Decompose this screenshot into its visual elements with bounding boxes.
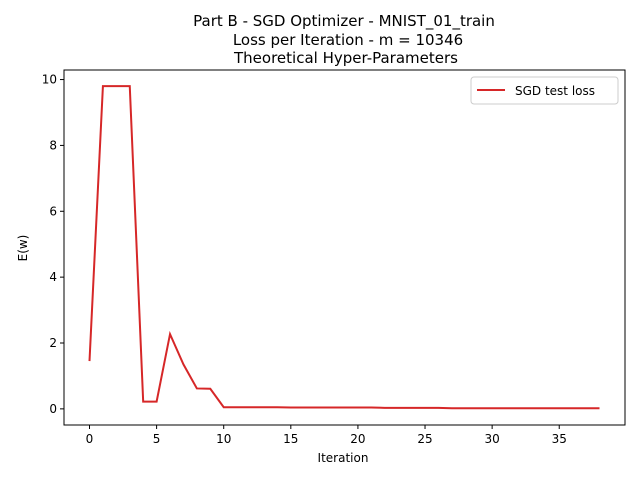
data-point: [182, 363, 185, 366]
y-tick-label: 8: [49, 138, 57, 152]
y-tick-label: 6: [49, 204, 57, 218]
y-axis-label: E(w): [16, 235, 30, 262]
y-tick-label: 2: [49, 336, 57, 350]
data-point: [437, 406, 440, 409]
data-point: [450, 407, 453, 410]
x-tick-label: 35: [552, 432, 567, 446]
data-point: [195, 387, 198, 390]
data-point: [464, 407, 467, 410]
data-point: [128, 85, 131, 88]
y-tick-label: 10: [42, 73, 57, 87]
x-tick-label: 15: [283, 432, 298, 446]
data-point: [209, 387, 212, 390]
data-point: [544, 407, 547, 410]
data-point: [236, 406, 239, 409]
title-line-1: Part B - SGD Optimizer - MNIST_01_train: [193, 12, 495, 31]
y-axis-ticks: 0 2 4 6 8 10: [42, 73, 64, 416]
data-point: [142, 400, 145, 403]
legend: SGD test loss: [470, 76, 619, 105]
x-tick-label: 25: [417, 432, 432, 446]
data-point: [531, 407, 534, 410]
data-point: [558, 407, 561, 410]
x-tick-label: 0: [86, 432, 94, 446]
data-point: [169, 333, 172, 336]
data-point: [517, 407, 520, 410]
title-line-3: Theoretical Hyper-Parameters: [233, 49, 458, 67]
plot-frame: [63, 69, 626, 426]
data-point: [598, 407, 601, 410]
data-point: [115, 85, 118, 88]
y-tick-label: 0: [49, 402, 57, 416]
data-point: [477, 407, 480, 410]
y-tick-label: 4: [49, 270, 57, 284]
data-point: [262, 406, 265, 409]
data-point: [155, 400, 158, 403]
x-tick-label: 20: [350, 432, 365, 446]
legend-label: SGD test loss: [515, 84, 595, 98]
data-point: [330, 406, 333, 409]
data-point: [289, 406, 292, 409]
data-point: [424, 406, 427, 409]
data-point: [249, 406, 252, 409]
data-point: [303, 406, 306, 409]
data-point: [585, 407, 588, 410]
data-point: [276, 406, 279, 409]
x-tick-label: 30: [484, 432, 499, 446]
x-tick-label: 10: [216, 432, 231, 446]
data-point: [356, 406, 359, 409]
data-point: [491, 407, 494, 410]
series-line-1: [88, 85, 600, 410]
plot-marks: [88, 85, 601, 410]
chart-title: Part B - SGD Optimizer - MNIST_01_train …: [193, 12, 495, 67]
legend-box: [470, 76, 619, 105]
x-axis-label: Iteration: [318, 451, 369, 465]
title-line-2: Loss per Iteration - m = 10346: [233, 31, 463, 49]
x-tick-label: 5: [153, 432, 161, 446]
data-point: [88, 360, 91, 363]
data-point: [383, 406, 386, 409]
data-point: [222, 406, 225, 409]
data-point: [397, 406, 400, 409]
data-point: [571, 407, 574, 410]
data-point: [370, 406, 373, 409]
x-axis-ticks: 0 5 10 15 20 25 30 35: [86, 425, 567, 446]
data-point: [316, 406, 319, 409]
data-point: [410, 406, 413, 409]
data-point: [343, 406, 346, 409]
data-point: [101, 85, 104, 88]
data-point: [504, 407, 507, 410]
